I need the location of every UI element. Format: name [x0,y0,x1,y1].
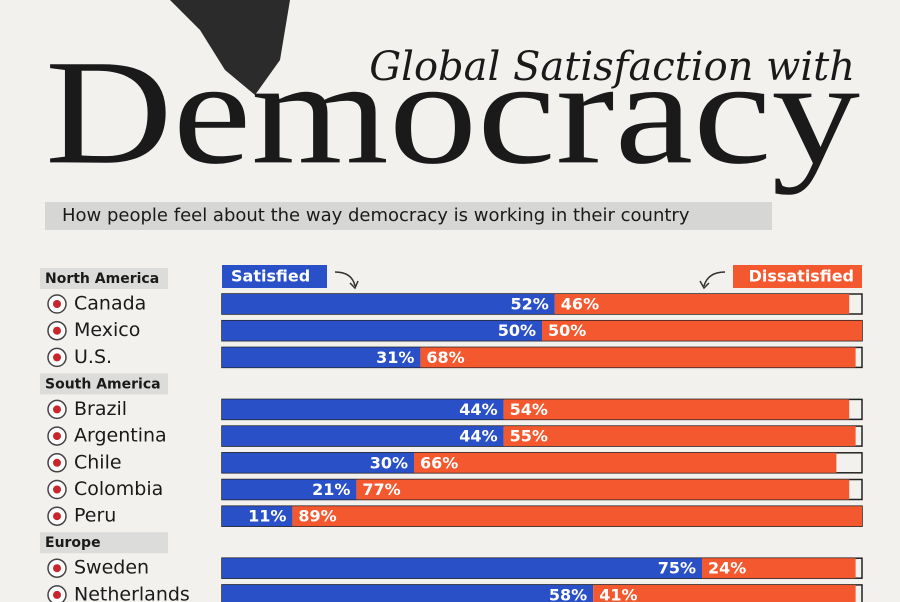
category-label: Argentina [74,425,167,447]
hand-illustration [170,0,290,95]
bar [542,320,862,341]
category-label: Mexico [74,319,140,341]
value-label: 55% [510,427,548,446]
bar [222,347,421,368]
value-label: 50% [548,321,586,340]
flag [53,432,61,441]
legend-arrow [699,271,726,290]
group-label-box [40,532,168,554]
category-label: Chile [74,451,122,473]
value-label: 75% [658,559,696,578]
flag [53,405,61,414]
kicker: Global Satisfaction with [369,44,855,90]
chart-title: Democracy [45,29,860,195]
bar [420,347,856,368]
value-label: 41% [599,585,637,602]
value-label: 24% [708,559,746,578]
value-label: 89% [298,507,336,526]
bar [222,320,542,341]
flag [53,590,61,599]
bar [222,426,504,447]
subtitle-box [45,202,772,230]
group-label: Europe [45,535,101,551]
value-label: 54% [510,400,548,419]
group-label: North America [45,271,159,287]
category-label: Brazil [74,398,127,420]
value-label: 46% [561,295,599,314]
category-label: Netherlands [74,583,190,602]
bar [222,558,702,579]
bar [554,294,850,314]
bar [593,584,856,602]
flag [53,300,61,308]
bar [222,399,504,420]
legend-label: Satisfied [231,267,310,286]
legend-box [222,265,327,288]
category-label: Canada [74,293,146,315]
value-label: 66% [420,453,458,472]
value-label: 30% [370,453,408,472]
group-label-box [40,268,168,289]
flag [53,458,61,467]
value-label: 52% [511,295,549,314]
category-label: Peru [74,505,116,527]
flag [53,564,61,573]
value-label: 11% [248,507,286,526]
value-label: 77% [362,480,400,499]
value-label: 44% [459,427,497,446]
legend-label: Dissatisfied [749,267,854,286]
legend-arrow [334,271,359,290]
value-label: 58% [549,585,587,602]
bar [414,452,837,473]
category-label: Sweden [74,557,149,579]
bar [702,558,856,579]
bar [222,294,555,314]
category-label: U.S. [74,346,112,368]
value-label: 31% [376,348,414,367]
bar [222,452,414,473]
flag [53,326,61,335]
flag [53,485,61,494]
bar [292,506,862,527]
group-label: South America [45,376,161,392]
flag [53,512,61,521]
value-label: 50% [498,321,536,340]
bar [222,506,293,527]
bar [222,479,357,500]
bar [356,479,850,500]
bar [503,426,856,447]
group-label-box [40,373,168,395]
value-label: 44% [459,400,497,419]
value-label: 21% [312,480,350,499]
subtitle: How people feel about the way democracy … [62,205,690,226]
flag [53,353,61,362]
legend-box [733,265,862,288]
bar [503,399,850,420]
value-label: 68% [426,348,464,367]
category-label: Colombia [74,478,163,500]
bar [222,584,594,602]
